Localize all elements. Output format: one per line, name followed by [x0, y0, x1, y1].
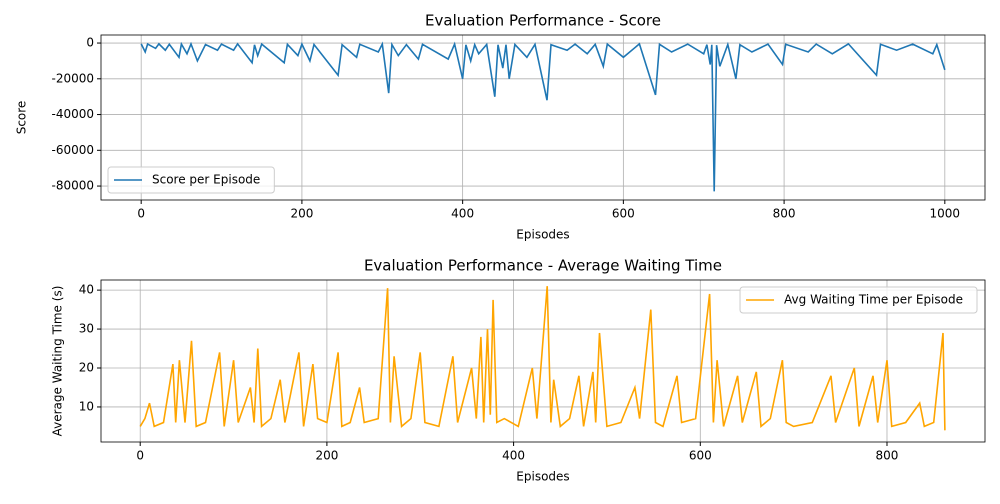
chart-title: Evaluation Performance - Average Waiting… — [364, 257, 722, 275]
axes-frame — [100, 34, 986, 201]
legend: Avg Waiting Time per Episode — [739, 286, 978, 314]
y-tick-label: -40000 — [51, 107, 94, 121]
y-tick-label: 10 — [79, 399, 94, 413]
y-tick-label: -60000 — [51, 143, 94, 157]
y-tick-label: 40 — [79, 283, 94, 297]
y-tick-label: 20 — [79, 361, 94, 375]
x-tick-label: 200 — [315, 449, 338, 463]
legend-label: Score per Episode — [152, 173, 260, 187]
x-tick-label: 0 — [137, 207, 145, 221]
x-tick-label: 800 — [876, 449, 899, 463]
x-tick-label: 0 — [136, 449, 144, 463]
x-tick-label: 800 — [773, 207, 796, 221]
chart-title: Evaluation Performance - Score — [425, 12, 661, 30]
y-tick-label: 30 — [79, 322, 94, 336]
y-tick-label: 0 — [86, 36, 94, 50]
x-tick-label: 1000 — [930, 207, 961, 221]
y-axis-label: Average Waiting Time (s) — [51, 286, 65, 437]
legend-box — [107, 166, 275, 194]
line-series — [139, 286, 946, 431]
x-axis-label: Episodes — [516, 228, 569, 242]
legend-label: Avg Waiting Time per Episode — [784, 293, 963, 307]
x-tick-label: 200 — [290, 207, 313, 221]
line-series — [140, 41, 946, 192]
x-tick-label: 400 — [451, 207, 474, 221]
x-tick-label: 600 — [689, 449, 712, 463]
axes-frame — [100, 279, 986, 443]
legend: Score per Episode — [107, 166, 275, 194]
y-tick-label: -20000 — [51, 71, 94, 85]
x-tick-label: 600 — [612, 207, 635, 221]
y-axis-label: Score — [15, 101, 29, 135]
y-tick-label: -80000 — [51, 179, 94, 193]
x-tick-label: 400 — [502, 449, 525, 463]
legend-box — [739, 286, 978, 314]
x-axis-label: Episodes — [516, 470, 569, 484]
